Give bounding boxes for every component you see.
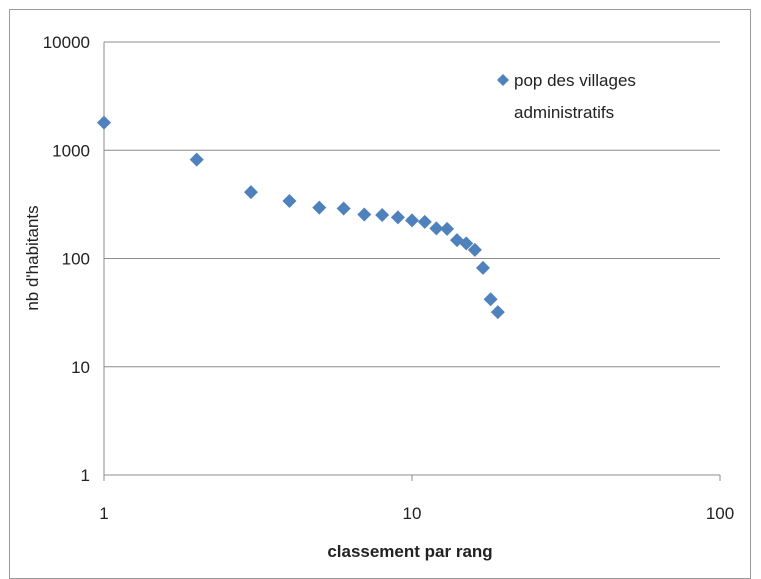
chart-svg: 1 10 100 1000 10000 1 10 100 nb d'habitants cla… <box>23 33 734 561</box>
data-point <box>440 221 455 236</box>
legend-label-line-1: pop des villages <box>514 71 636 90</box>
legend: pop des villages administratifs <box>497 71 636 122</box>
x-tick-label: 100 <box>706 504 734 523</box>
data-point <box>405 213 419 228</box>
data-point <box>97 115 111 130</box>
legend-marker-diamond <box>497 74 509 86</box>
data-point <box>490 305 505 320</box>
y-tick-label: 100 <box>62 250 90 269</box>
x-tick-label: 10 <box>403 504 422 523</box>
data-point <box>357 207 372 222</box>
y-tick-label: 1 <box>81 466 90 485</box>
y-tick-label: 10000 <box>43 33 90 52</box>
data-point <box>375 208 390 223</box>
data-point <box>336 201 351 216</box>
legend-label-line-2: administratifs <box>514 103 614 122</box>
data-point <box>243 185 258 200</box>
data-point <box>429 221 444 236</box>
y-axis-title: nb d'habitants <box>23 205 42 310</box>
axes <box>103 42 721 481</box>
data-point <box>282 193 297 208</box>
data-point <box>390 210 405 225</box>
data-points <box>97 115 505 320</box>
tick-labels: 1 10 100 1000 10000 1 10 100 <box>43 33 734 523</box>
data-point <box>467 242 482 257</box>
y-tick-label: 10 <box>71 358 90 377</box>
data-point <box>483 292 498 307</box>
data-point <box>417 214 432 229</box>
data-point <box>189 152 204 167</box>
data-point <box>475 260 490 275</box>
chart-frame <box>9 9 751 579</box>
data-point <box>312 200 327 215</box>
y-tick-label: 1000 <box>52 141 90 160</box>
x-tick-label: 1 <box>99 504 108 523</box>
x-axis-title: classement par rang <box>327 542 492 561</box>
data-point <box>459 236 474 251</box>
gridlines <box>104 41 720 368</box>
